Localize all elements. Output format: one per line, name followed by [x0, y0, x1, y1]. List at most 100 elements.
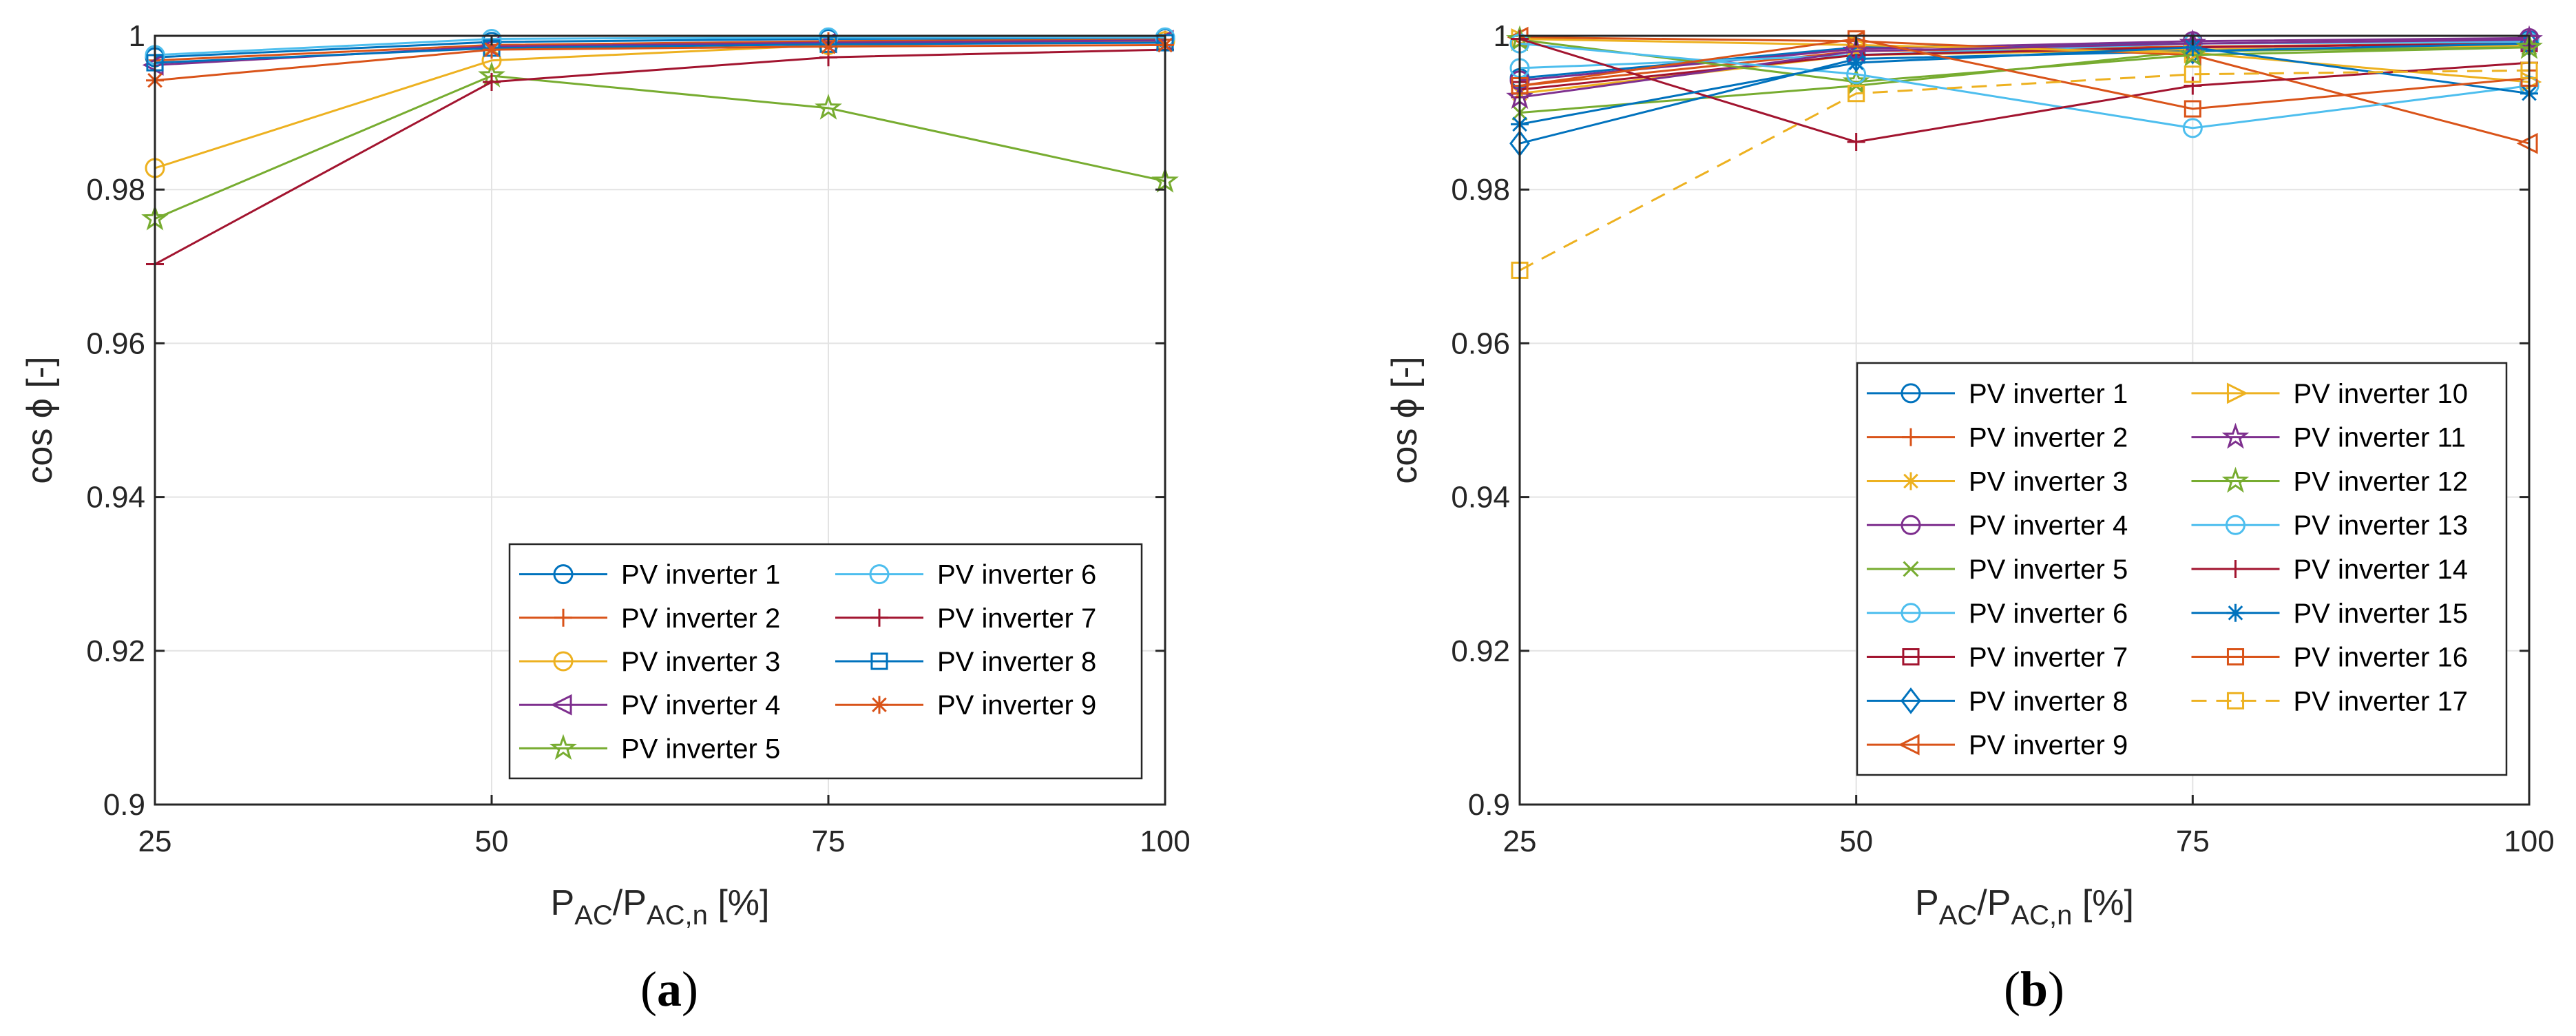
legend-marker [1902, 428, 1920, 446]
legend-marker [2221, 422, 2250, 449]
legend-label: PV inverter 9 [937, 690, 1096, 721]
legend-marker [870, 696, 888, 714]
x-axis-label-part: P [1915, 883, 1939, 923]
legend-item: PV inverter 9 [1867, 730, 2128, 760]
legend-marker [554, 608, 572, 627]
legend-marker [2226, 648, 2245, 666]
x-tick-label: 50 [475, 825, 509, 858]
axes-box [1518, 34, 2531, 806]
panel-paren: ( [640, 962, 657, 1017]
series-line [1519, 42, 2530, 91]
legend-marker [1900, 603, 1921, 623]
series-line [1519, 38, 2530, 83]
series-line [154, 41, 1166, 64]
data-point [1847, 54, 1865, 72]
series-line [1519, 42, 2530, 130]
legend-item: PV inverter 5 [1867, 555, 2128, 585]
y-tick-label: 0.9 [103, 788, 145, 822]
legend-item: PV inverter 8 [835, 647, 1096, 677]
series-line [1519, 37, 2530, 82]
legend-marker [2226, 515, 2245, 535]
x-axis-label-part: /P [613, 883, 647, 923]
y-tick-label: 1 [1494, 19, 1510, 53]
legend-label: PV inverter 8 [1969, 686, 2128, 716]
x-axis-label-part: /P [1977, 883, 2011, 923]
legend-item: PV inverter 1 [1867, 379, 2128, 409]
data-point [819, 37, 837, 56]
legend-label: PV inverter 4 [1969, 510, 2128, 541]
series-line [1519, 69, 2530, 271]
y-tick-label: 0.94 [86, 481, 145, 515]
y-tick-label: 0.94 [1451, 481, 1510, 515]
legend-box [1856, 362, 2508, 776]
data-point [2179, 41, 2207, 67]
legend-marker [1902, 472, 1920, 490]
legend-box [508, 543, 1143, 780]
legend-label: PV inverter 2 [621, 603, 780, 634]
legend-marker [550, 694, 572, 716]
legend-item: PV inverter 6 [1867, 599, 2128, 629]
legend-label: PV inverter 1 [1969, 379, 2128, 409]
legend-marker [870, 652, 888, 670]
legend-marker [2226, 692, 2245, 709]
legend-label: PV inverter 3 [1969, 466, 2128, 497]
legend: PV inverter 1 PV inverter 2 PV inverter 3 P… [1856, 362, 2508, 776]
x-axis-label-part: P [551, 883, 575, 923]
legend-marker [1898, 734, 1920, 756]
series-line [154, 37, 1166, 59]
legend-label: PV inverter 3 [621, 647, 780, 677]
y-tick-label: 0.92 [86, 634, 145, 668]
legend-marker [1903, 561, 1919, 577]
legend-item: PV inverter 4 [1867, 510, 2128, 541]
y-tick-label: 1 [129, 19, 145, 53]
legend-marker [1900, 383, 1921, 404]
data-point [2184, 100, 2201, 118]
x-tick-label: 100 [2504, 825, 2554, 858]
legend-label: PV inverter 6 [937, 560, 1096, 590]
x-axis-label-part: [%] [2072, 883, 2134, 923]
data-point [1847, 30, 1865, 48]
data-point [2184, 38, 2202, 56]
legend-label: PV inverter 2 [1969, 423, 2128, 453]
legend-item: PV inverter 13 [2191, 510, 2468, 541]
x-axis-label-part: [%] [708, 883, 770, 923]
legend-item: PV inverter 12 [2191, 466, 2468, 497]
legend-item: PV inverter 9 [835, 690, 1096, 721]
y-tick-label: 0.96 [86, 327, 145, 360]
series-line [1519, 38, 2530, 143]
legend-item: PV inverter 15 [2191, 599, 2468, 629]
series-line [1519, 39, 2530, 83]
data-point [483, 72, 501, 91]
legend-item: PV inverter 11 [2191, 422, 2467, 453]
x-axis-label-subscript: AC [574, 900, 613, 931]
legend-marker [553, 564, 574, 585]
legend-label: PV inverter 17 [2294, 686, 2468, 716]
series-line [1519, 37, 2530, 110]
legend-label: PV inverter 13 [2294, 510, 2468, 541]
series-line [154, 36, 1165, 56]
legend-label: PV inverter 10 [2294, 379, 2468, 409]
legend-item: PV inverter 2 [1867, 423, 2128, 453]
panel-paren: ) [682, 962, 698, 1017]
legend-label: PV inverter 6 [1969, 599, 2128, 629]
chart-panel-a: 25 50 75 100 0.9 0.92 0.94 0.96 0.98 1 PAC/PAC,n [… [20, 19, 1191, 1017]
series-line [154, 43, 1166, 82]
panel-label: (a) [640, 962, 698, 1017]
series-line [1519, 39, 2530, 99]
panel-letter: b [2020, 962, 2048, 1017]
y-tick-label: 0.98 [1451, 173, 1510, 207]
x-tick-label: 50 [1839, 825, 1873, 858]
legend-marker [870, 608, 888, 627]
panel-label: (b) [2004, 962, 2064, 1017]
legend-label: PV inverter 11 [2294, 423, 2467, 453]
legend-label: PV inverter 5 [621, 734, 780, 764]
legend-label: PV inverter 9 [1969, 730, 2128, 760]
x-axis-label-subscript: AC [1939, 900, 1978, 931]
legend-label: PV inverter 8 [937, 647, 1096, 677]
chart-panel-b: 25 50 75 100 0.9 0.92 0.94 0.96 0.98 1 PAC/PAC,n [… [1385, 19, 2555, 1017]
y-tick-label: 0.98 [86, 173, 145, 207]
y-axis-label: cos ϕ [-] [1385, 356, 1425, 484]
legend-label: PV inverter 15 [2294, 599, 2468, 629]
x-tick-label: 25 [138, 825, 172, 858]
